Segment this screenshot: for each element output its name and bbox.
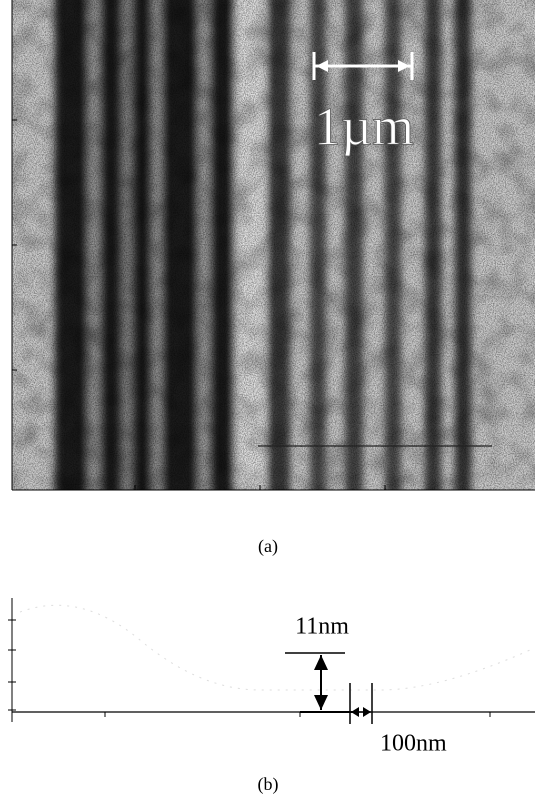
arrowhead xyxy=(351,707,359,717)
arrowhead xyxy=(398,60,410,72)
scale-bar xyxy=(312,52,414,80)
height-marker xyxy=(285,652,358,713)
axis-ticks xyxy=(12,119,386,490)
width-label: 100nm xyxy=(380,731,447,757)
grain-texture xyxy=(12,0,535,490)
arrowhead xyxy=(314,695,328,710)
width-marker xyxy=(349,683,373,724)
scale-bar-label: 1µm xyxy=(314,96,414,156)
profile-trace xyxy=(19,604,531,691)
arrowhead xyxy=(363,707,371,717)
arrowhead xyxy=(314,655,328,670)
afm-image xyxy=(12,0,535,490)
arrowhead xyxy=(316,60,328,72)
profile-ticks xyxy=(8,619,491,717)
height-label: 11nm xyxy=(295,614,349,640)
caption: (b) xyxy=(258,774,279,795)
caption: (a) xyxy=(258,536,278,557)
